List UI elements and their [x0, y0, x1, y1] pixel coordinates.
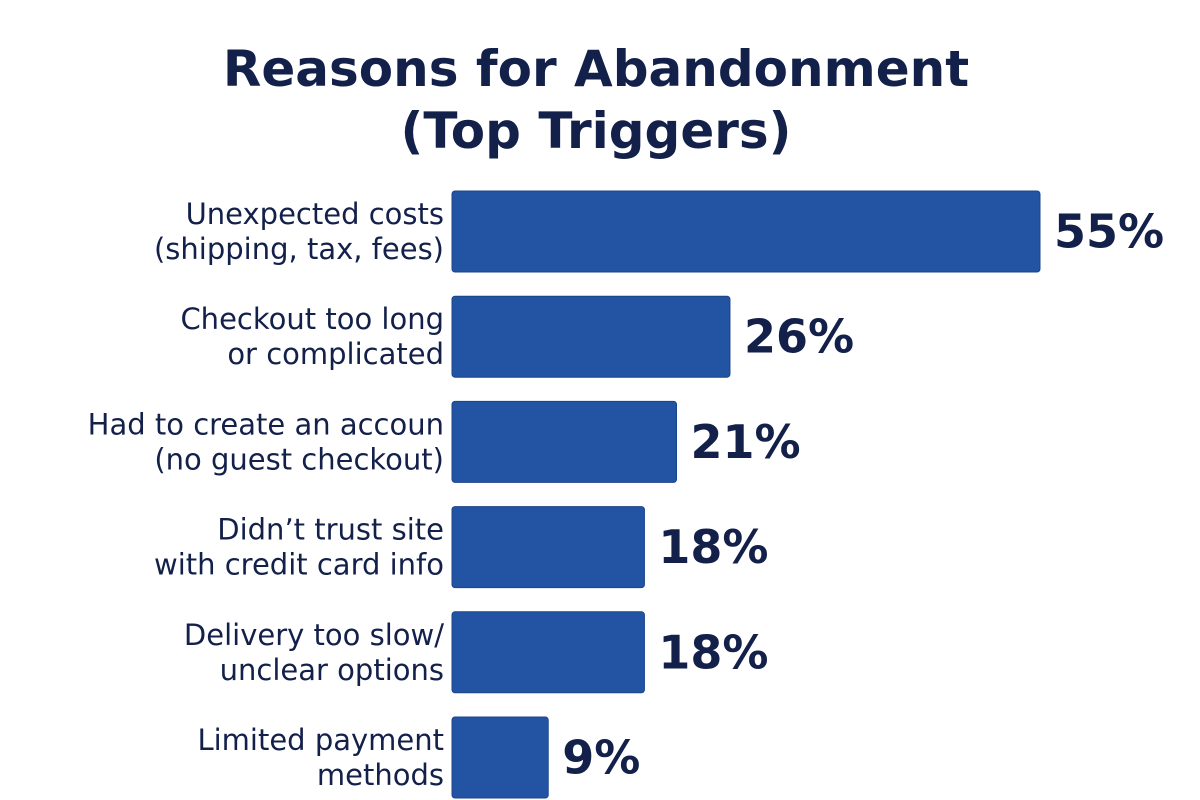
value-label-0: 55%: [1054, 205, 1164, 259]
category-label-3-line-1: Didn’t trust site: [217, 513, 444, 547]
chart-title-line-1: Reasons for Abandonment: [223, 40, 969, 98]
bar-1: [451, 295, 731, 378]
bar-4: [451, 611, 645, 694]
category-label-0-line-1: Unexpected costs: [186, 197, 444, 231]
value-label-4: 18%: [658, 625, 768, 679]
chart-title-line-2: (Top Triggers): [400, 102, 791, 160]
category-label-2-line-2: (no guest checkout): [154, 442, 444, 476]
value-label-3: 18%: [658, 520, 768, 574]
bar-2: [451, 400, 678, 483]
category-label-4-line-2: unclear options: [220, 653, 444, 687]
category-label-5-line-1: Limited payment: [197, 723, 444, 757]
bars-layer: Unexpected costs(shipping, tax, fees) 55%…: [88, 190, 1164, 799]
value-label-1: 26%: [744, 310, 854, 364]
bar-5: [451, 716, 549, 799]
category-label-1-line-2: or complicated: [227, 337, 444, 371]
category-label-4-line-1: Delivery too slow/: [184, 618, 444, 652]
category-label-5-line-2: methods: [317, 758, 444, 792]
bar-0: [451, 190, 1041, 273]
value-label-5: 9%: [562, 731, 640, 785]
category-label-0-line-2: (shipping, tax, fees): [154, 232, 444, 266]
category-label-1-line-1: Checkout too long: [180, 302, 444, 336]
category-label-2-line-1: Had to create an accoun: [88, 407, 444, 441]
value-label-2: 21%: [691, 415, 801, 469]
bar-3: [451, 506, 645, 589]
category-label-3-line-2: with credit card info: [154, 548, 444, 582]
